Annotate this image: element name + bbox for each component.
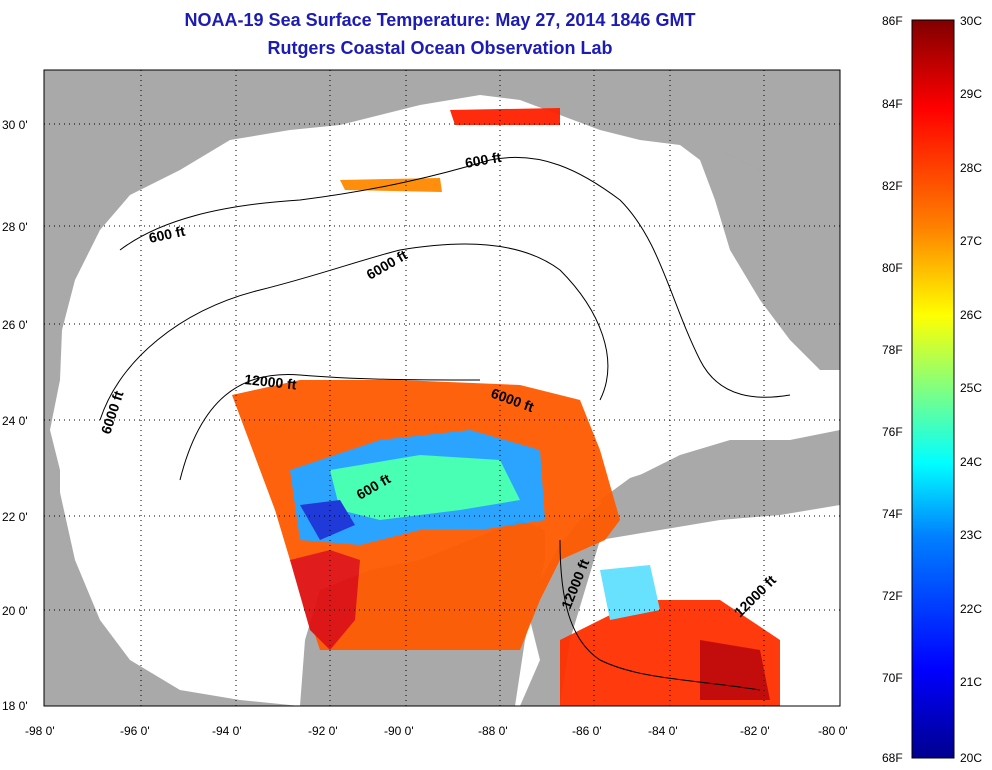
contour-label: 600 ft bbox=[464, 149, 503, 171]
colorbar-f-label: 80F bbox=[882, 261, 903, 275]
colorbar-c-label: 30C bbox=[960, 14, 982, 28]
colorbar-c-label: 21C bbox=[960, 675, 982, 689]
lon-tick-labels: -98 0' -96 0' -94 0' -92 0' -90 0' -88 0… bbox=[25, 724, 848, 738]
map-title: NOAA-19 Sea Surface Temperature: May 27,… bbox=[184, 10, 696, 30]
lat-tick: 22 0' bbox=[2, 510, 28, 524]
colorbar-c-label: 26C bbox=[960, 308, 982, 322]
lat-tick: 28 0' bbox=[2, 220, 28, 234]
colorbar-c-label: 29C bbox=[960, 87, 982, 101]
colorbar-c-label: 23C bbox=[960, 528, 982, 542]
colorbar-c-label: 24C bbox=[960, 455, 982, 469]
colorbar-c-label: 25C bbox=[960, 381, 982, 395]
lon-tick: -84 0' bbox=[648, 724, 678, 738]
colorbar-c-label: 22C bbox=[960, 602, 982, 616]
colorbar-f-label: 68F bbox=[882, 751, 903, 765]
lon-tick: -88 0' bbox=[478, 724, 508, 738]
sst-swath bbox=[232, 108, 780, 706]
colorbar-f-label: 84F bbox=[882, 97, 903, 111]
colorbar-c-label: 28C bbox=[960, 161, 982, 175]
colorbar-f-label: 78F bbox=[882, 343, 903, 357]
colorbar-c-label: 20C bbox=[960, 751, 982, 765]
lon-tick: -96 0' bbox=[120, 724, 150, 738]
colorbar-f-label: 72F bbox=[882, 589, 903, 603]
colorbar-f-label: 82F bbox=[882, 179, 903, 193]
lat-tick-labels: 18 0' 20 0' 22 0' 24 0' 26 0' 28 0' 30 0… bbox=[2, 118, 28, 713]
colorbar-f-label: 70F bbox=[882, 671, 903, 685]
florida-land bbox=[690, 70, 840, 370]
colorbar-f-label: 76F bbox=[882, 425, 903, 439]
lat-tick: 26 0' bbox=[2, 318, 28, 332]
lon-tick: -80 0' bbox=[818, 724, 848, 738]
lon-tick: -98 0' bbox=[25, 724, 55, 738]
grid-lines bbox=[44, 70, 840, 706]
lat-tick: 24 0' bbox=[2, 414, 28, 428]
contour-label: 12000 ft bbox=[244, 371, 298, 392]
lon-tick: -92 0' bbox=[308, 724, 338, 738]
colorbar-c-label: 27C bbox=[960, 234, 982, 248]
lat-tick: 18 0' bbox=[2, 699, 28, 713]
lat-tick: 30 0' bbox=[2, 118, 28, 132]
colorbar-f-label: 86F bbox=[882, 14, 903, 28]
lon-tick: -82 0' bbox=[740, 724, 770, 738]
cuba-land bbox=[600, 445, 840, 522]
lon-tick: -86 0' bbox=[572, 724, 602, 738]
colorbar: 86F 84F 82F 80F 78F 76F 74F 72F 70F 68F … bbox=[882, 14, 982, 765]
lat-tick: 20 0' bbox=[2, 604, 28, 618]
map-subtitle: Rutgers Coastal Ocean Observation Lab bbox=[267, 38, 613, 58]
contour-label: 600 ft bbox=[147, 223, 186, 246]
colorbar-f-label: 74F bbox=[882, 507, 903, 521]
lon-tick: -90 0' bbox=[384, 724, 414, 738]
colorbar-gradient bbox=[911, 19, 955, 759]
map-frame bbox=[43, 69, 841, 707]
lon-tick: -94 0' bbox=[212, 724, 242, 738]
